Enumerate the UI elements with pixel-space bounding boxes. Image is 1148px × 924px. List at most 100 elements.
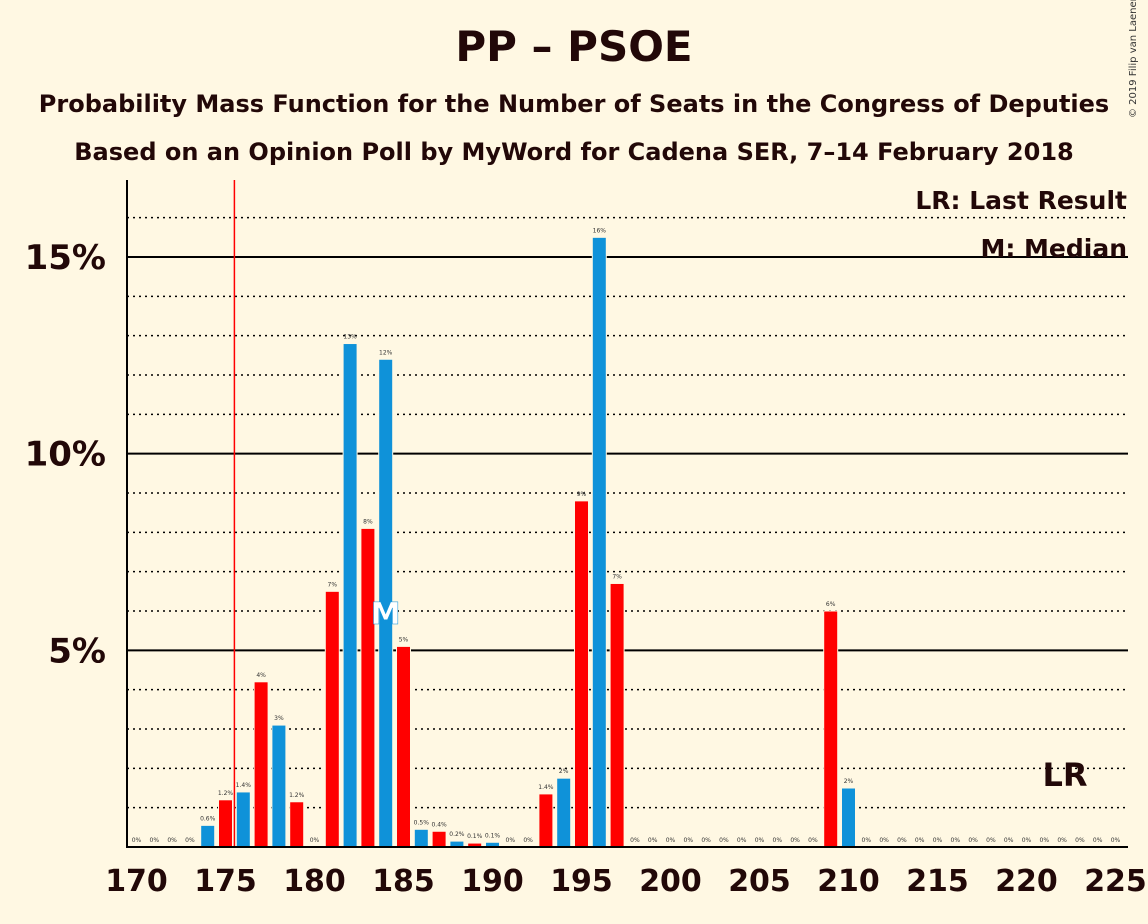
bar-187 <box>431 830 447 848</box>
bar-177 <box>253 681 269 848</box>
bar-label-198: 0% <box>630 837 640 844</box>
bar-label-175: 1.2% <box>218 790 234 797</box>
bar-label-202: 0% <box>701 837 711 844</box>
bar-label-170: 0% <box>132 837 142 844</box>
bar-193 <box>538 793 554 848</box>
x-tick-label: 170 <box>105 864 168 899</box>
bar-label-203: 0% <box>719 837 729 844</box>
bar-label-220: 0% <box>1022 837 1032 844</box>
chart-title: PP – PSOE <box>455 22 693 71</box>
x-tick-label: 210 <box>817 864 880 899</box>
bar-label-224: 0% <box>1093 837 1103 844</box>
bar-label-206: 0% <box>773 837 783 844</box>
bar-label-221: 0% <box>1040 837 1050 844</box>
bar-label-186: 0.5% <box>414 819 430 826</box>
bar-label-223: 0% <box>1075 837 1085 844</box>
bar-178 <box>271 724 287 848</box>
bar-182 <box>342 343 358 848</box>
bars: M <box>200 236 856 848</box>
last-result-label: LR <box>1042 756 1087 794</box>
bar-label-201: 0% <box>684 837 694 844</box>
bar-195 <box>574 500 589 848</box>
bar-label-171: 0% <box>150 837 160 844</box>
bar-label-212: 0% <box>879 837 889 844</box>
bar-label-183: 8% <box>363 518 373 525</box>
bar-label-225: 0% <box>1111 837 1121 844</box>
bar-label-190: 0.1% <box>485 832 501 839</box>
bar-label-197: 7% <box>612 573 622 580</box>
bar-label-176: 1.4% <box>236 782 252 789</box>
x-tick-label: 180 <box>283 864 346 899</box>
x-tick-label: 190 <box>461 864 524 899</box>
x-tick-label: 175 <box>194 864 257 899</box>
x-tick-label: 205 <box>728 864 791 899</box>
grid-lines <box>127 180 1128 847</box>
bar-label-185: 5% <box>399 636 409 643</box>
bar-label-199: 0% <box>648 837 658 844</box>
bar-210 <box>841 787 856 848</box>
bar-label-204: 0% <box>737 837 747 844</box>
bar-209 <box>823 610 839 848</box>
bar-label-214: 0% <box>915 837 925 844</box>
bar-175 <box>218 799 233 848</box>
bar-label-191: 0% <box>506 837 516 844</box>
bar-181 <box>324 590 340 848</box>
bar-label-192: 0% <box>523 837 533 844</box>
bar-186 <box>413 828 429 848</box>
bar-196 <box>591 236 607 848</box>
bar-label-216: 0% <box>951 837 961 844</box>
bar-label-177: 4% <box>256 672 266 679</box>
bar-label-218: 0% <box>986 837 996 844</box>
chart-subtitle: Probability Mass Function for the Number… <box>38 90 1110 118</box>
bar-label-217: 0% <box>968 837 978 844</box>
y-tick-label: 10% <box>25 435 106 475</box>
bar-labels: 0% 0% 0% 0%0.6%1.2%1.4%4%3%1.2%0%7%13%8%12%… <box>132 227 1121 844</box>
bar-label-182: 13% <box>343 334 357 341</box>
bar-label-195: 9% <box>577 491 587 498</box>
bar-label-193: 1.4% <box>538 784 554 791</box>
bar-label-174: 0.6% <box>200 815 216 822</box>
bar-label-181: 7% <box>328 581 338 588</box>
bar-label-196: 16% <box>593 227 607 234</box>
bar-label-189: 0.1% <box>467 833 483 840</box>
legend: LR: Last Result M: Median LR <box>915 186 1127 794</box>
chart-source: Based on an Opinion Poll by MyWord for C… <box>74 138 1074 166</box>
bar-174 <box>200 824 216 848</box>
bar-179 <box>289 801 305 848</box>
x-tick-label: 195 <box>550 864 613 899</box>
x-tick-label: 215 <box>906 864 969 899</box>
bar-185 <box>396 645 411 848</box>
y-tick-label: 15% <box>25 238 106 278</box>
axes: 5% 10% 15% 170 175 180 185 190 195 200 205 210 215 22… <box>25 180 1147 899</box>
bar-176 <box>235 791 251 848</box>
bar-label-222: 0% <box>1057 837 1067 844</box>
bar-label-207: 0% <box>790 837 800 844</box>
bar-183 <box>360 527 376 848</box>
bar-label-209: 6% <box>826 601 836 608</box>
bar-label-213: 0% <box>897 837 907 844</box>
bar-label-219: 0% <box>1004 837 1014 844</box>
bar-label-210: 2% <box>844 778 854 785</box>
bar-197 <box>609 582 625 848</box>
x-tick-label: 200 <box>639 864 702 899</box>
bar-label-188: 0.2% <box>449 831 465 838</box>
bar-label-173: 0% <box>185 837 195 844</box>
x-tick-label: 220 <box>995 864 1058 899</box>
bar-label-178: 3% <box>274 715 284 722</box>
legend-last-result: LR: Last Result <box>915 186 1127 215</box>
bar-label-184: 12% <box>379 349 393 356</box>
bar-194 <box>556 777 572 848</box>
x-tick-label: 225 <box>1084 864 1147 899</box>
bar-label-194: 2% <box>559 768 569 775</box>
legend-median: M: Median <box>980 234 1127 263</box>
bar-label-205: 0% <box>755 837 765 844</box>
y-tick-label: 5% <box>48 631 106 671</box>
x-tick-label: 185 <box>372 864 435 899</box>
bar-label-215: 0% <box>933 837 943 844</box>
bar-label-180: 0% <box>310 837 320 844</box>
median-marker: M <box>371 597 401 632</box>
bar-label-187: 0.4% <box>431 821 447 828</box>
bar-label-208: 0% <box>808 837 818 844</box>
bar-label-211: 0% <box>862 837 872 844</box>
